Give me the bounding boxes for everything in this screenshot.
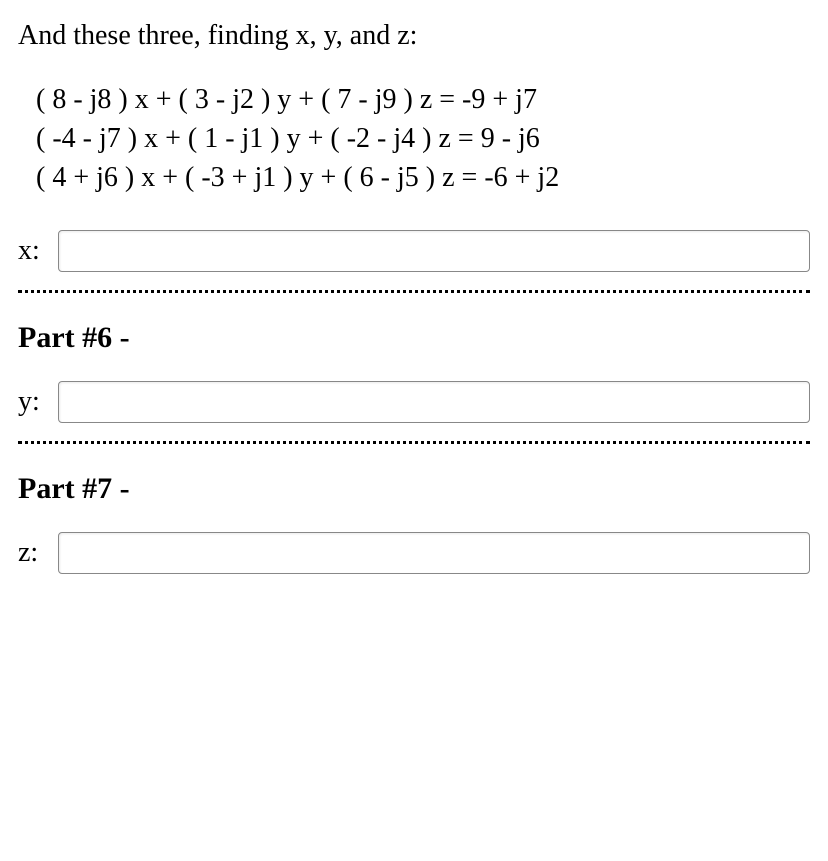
part-7-heading: Part #7 -	[18, 472, 810, 506]
x-input[interactable]	[58, 230, 810, 272]
prompt-text: And these three, finding x, y, and z:	[18, 20, 810, 52]
z-input[interactable]	[58, 532, 810, 574]
divider-2	[18, 441, 810, 444]
x-input-row: x:	[18, 230, 810, 272]
divider-1	[18, 290, 810, 293]
y-input[interactable]	[58, 381, 810, 423]
equations-block: ( 8 - j8 ) x + ( 3 - j2 ) y + ( 7 - j9 )…	[36, 80, 810, 198]
equation-1: ( 8 - j8 ) x + ( 3 - j2 ) y + ( 7 - j9 )…	[36, 80, 810, 119]
z-input-row: z:	[18, 532, 810, 574]
equation-3: ( 4 + j6 ) x + ( -3 + j1 ) y + ( 6 - j5 …	[36, 158, 810, 197]
equation-2: ( -4 - j7 ) x + ( 1 - j1 ) y + ( -2 - j4…	[36, 119, 810, 158]
y-input-row: y:	[18, 381, 810, 423]
part-6-heading: Part #6 -	[18, 321, 810, 355]
z-label: z:	[18, 537, 48, 569]
y-label: y:	[18, 386, 48, 418]
x-label: x:	[18, 235, 48, 267]
